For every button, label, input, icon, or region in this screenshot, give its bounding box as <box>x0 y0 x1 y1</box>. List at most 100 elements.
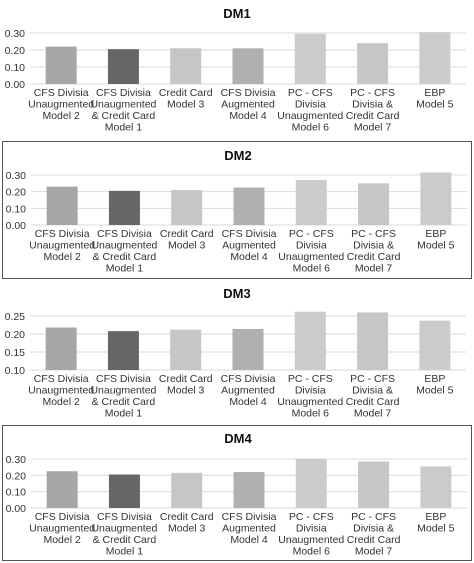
x-category-line: Augmented <box>221 385 275 397</box>
x-category-line: CFS Divisia <box>35 228 90 240</box>
bar <box>419 320 451 370</box>
chart-panel-dm4: DM4 0.00 0.10 0.20 0.30 CFS Divisia Unaugmente… <box>2 425 472 561</box>
x-category-line: & Credit Card <box>92 396 156 408</box>
x-category-line: Divisia <box>296 523 327 535</box>
x-category-line: Unaugmented <box>90 99 156 111</box>
x-category-label: CFS Divisia Unaugmented & Credit Card Model… <box>90 87 156 134</box>
x-category-line: Model 6 <box>292 122 330 134</box>
x-category-line: Model 7 <box>355 546 393 558</box>
bar <box>170 48 202 84</box>
x-category-line: Divisia <box>295 99 326 111</box>
x-category-line: Model 1 <box>105 408 143 420</box>
x-category-line: Model 5 <box>416 385 454 397</box>
x-category-line: Unaugmented <box>29 523 95 535</box>
x-category-line: Credit Card <box>347 534 401 546</box>
x-category-line: PC - CFS <box>351 228 396 240</box>
x-category-line: Model 2 <box>42 110 80 122</box>
bar <box>171 190 203 225</box>
x-category-line: CFS Divisia <box>222 228 277 240</box>
x-category-line: Unaugmented <box>28 99 94 111</box>
x-category-label: CFS Divisia Unaugmented Model 2 <box>28 87 94 122</box>
x-category-line: CFS Divisia <box>221 373 276 385</box>
x-category-line: Model 4 <box>230 534 268 546</box>
x-category-label: CFS Divisia Augmented Model 4 <box>221 87 276 122</box>
x-category-line: Model 6 <box>293 263 331 275</box>
x-category-line: EBP <box>425 228 446 240</box>
x-category-label: CFS Divisia Unaugmented & Credit Card Model… <box>91 511 157 558</box>
x-category-line: Divisia <box>295 385 326 397</box>
x-category-line: Divisia & <box>352 385 393 397</box>
bar <box>357 312 389 370</box>
y-tick-label: 0.15 <box>5 347 26 359</box>
x-category-line: Unaugmented <box>28 385 94 397</box>
x-category-line: Unaugmented <box>278 534 344 546</box>
x-category-line: CFS Divisia <box>97 511 152 523</box>
x-category-line: Model 5 <box>416 99 454 111</box>
x-category-line: & Credit Card <box>92 110 156 122</box>
x-category-line: Model 4 <box>229 396 267 408</box>
x-category-label: CFS Divisia Unaugmented Model 2 <box>28 373 94 408</box>
bar <box>108 190 140 225</box>
x-category-line: CFS Divisia <box>96 373 151 385</box>
x-category-line: Unaugmented <box>277 396 343 408</box>
y-tick-label: 0.30 <box>5 28 26 40</box>
x-category-label: Credit Card Model 3 <box>160 511 214 535</box>
x-category-line: Unaugmented <box>277 110 343 122</box>
x-category-label: PC - CFS Divisia & Credit Card Model 7 <box>346 87 400 134</box>
x-category-label: PC - CFS Divisia & Credit Card Model 7 <box>346 373 400 420</box>
bar <box>46 186 78 225</box>
x-category-label: Credit Card Model 3 <box>159 373 213 397</box>
chart-title: DM3 <box>223 286 250 301</box>
x-category-line: CFS Divisia <box>35 511 90 523</box>
y-tick-label: 0.20 <box>6 470 27 482</box>
x-category-line: Model 1 <box>106 546 144 558</box>
x-category-line: Credit Card <box>347 251 401 263</box>
y-tick-label: 0.10 <box>6 487 27 499</box>
x-category-line: Model 6 <box>293 546 331 558</box>
x-category-label: CFS Divisia Augmented Model 4 <box>221 373 276 408</box>
x-category-label: PC - CFS Divisia Unaugmented Model 6 <box>277 373 343 420</box>
x-category-line: PC - CFS <box>288 373 333 385</box>
bar <box>294 311 326 370</box>
x-category-line: Model 2 <box>43 251 81 263</box>
x-category-line: CFS Divisia <box>34 87 89 99</box>
x-category-label: CFS Divisia Augmented Model 4 <box>222 228 277 263</box>
x-category-line: Model 2 <box>43 534 81 546</box>
x-category-label: EBP Model 5 <box>416 87 454 111</box>
x-category-label: Credit Card Model 3 <box>160 228 214 252</box>
x-category-label: CFS Divisia Unaugmented Model 2 <box>29 228 95 263</box>
x-category-line: CFS Divisia <box>96 87 151 99</box>
x-category-line: Credit Card <box>346 110 400 122</box>
x-category-line: Divisia <box>296 240 327 252</box>
y-tick-label: 0.20 <box>5 45 26 57</box>
bar <box>294 33 326 84</box>
bar <box>419 32 451 84</box>
x-category-line: Unaugmented <box>91 523 157 535</box>
x-category-line: & Credit Card <box>93 251 157 263</box>
x-category-line: EBP <box>424 87 445 99</box>
x-category-line: Model 4 <box>230 251 268 263</box>
x-category-label: CFS Divisia Unaugmented Model 2 <box>29 511 95 546</box>
chart-panel-dm3: DM3 0.10 0.15 0.20 0.25 CFS Divisia Unaugmente… <box>0 281 474 424</box>
chart-title: DM4 <box>224 431 252 446</box>
chart-panel-dm1: DM1 0.00 0.10 0.20 0.30 CFS Divisia Unaugmente… <box>0 0 474 140</box>
bar <box>170 329 202 370</box>
bar <box>107 331 139 370</box>
y-tick-label: 0.00 <box>6 503 27 515</box>
chart-title: DM2 <box>224 148 251 163</box>
bar <box>45 46 77 84</box>
x-category-line: Credit Card <box>159 373 213 385</box>
y-tick-label: 0.00 <box>6 220 27 232</box>
x-category-label: PC - CFS Divisia & Credit Card Model 7 <box>347 511 401 558</box>
x-category-line: Unaugmented <box>29 240 95 252</box>
x-category-line: CFS Divisia <box>97 228 152 240</box>
x-category-line: Model 3 <box>167 99 205 111</box>
y-tick-label: 0.25 <box>5 311 26 323</box>
x-category-line: PC - CFS <box>350 87 395 99</box>
x-category-line: Credit Card <box>160 228 214 240</box>
bar <box>357 43 389 84</box>
x-category-line: CFS Divisia <box>222 511 277 523</box>
y-tick-label: 0.20 <box>6 187 27 199</box>
x-category-line: Model 5 <box>417 240 455 252</box>
